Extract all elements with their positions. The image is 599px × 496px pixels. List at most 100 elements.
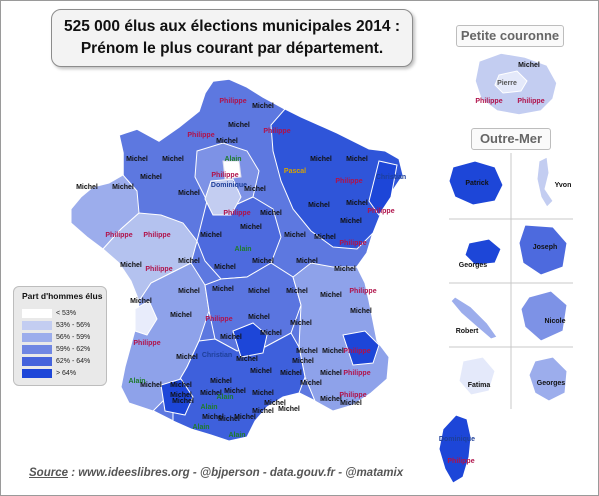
region-lyon <box>232 322 268 358</box>
petite-couronne-title: Petite couronne <box>456 25 564 47</box>
department-label: Philippe <box>339 392 366 399</box>
region-alps-dark <box>342 330 380 366</box>
department-label: Michel <box>334 266 356 273</box>
outre-mer-labels: Patrick Yvon Georges Joseph Robert Nicole Fati… <box>456 180 572 389</box>
department-label: Michel <box>120 262 142 269</box>
department-label: Michel <box>220 334 242 341</box>
department-label: Alain <box>228 432 245 439</box>
department-label: Pascal <box>284 168 306 175</box>
department-label: Alain <box>224 156 241 163</box>
legend-swatch <box>22 345 52 354</box>
department-label: Michel <box>178 288 200 295</box>
legend-label: > 64% <box>56 370 77 377</box>
department-label: Philippe <box>219 98 246 105</box>
source-line: Source : www.ideeslibres.org - @bjperson… <box>29 467 403 479</box>
department-label: Michel <box>346 156 368 163</box>
outre-mer-label: Fatima <box>468 382 491 389</box>
department-label: Alain <box>200 404 217 411</box>
department-label: Michel <box>340 218 362 225</box>
department-label: Philippe <box>105 232 132 239</box>
department-label: Michel <box>278 406 300 413</box>
department-label: Michel <box>76 184 98 191</box>
spm-shape <box>528 356 568 402</box>
region-southeast <box>292 262 390 412</box>
legend-label: 53% - 56% <box>56 322 91 329</box>
legend-item: > 64% <box>22 369 108 378</box>
petite-couronne-label: Philippe <box>475 98 502 105</box>
department-label: Dominique <box>211 182 247 189</box>
department-label: Philippe <box>339 240 366 247</box>
title-line-1: 525 000 élus aux élections municipales 2… <box>63 18 400 35</box>
corsica <box>438 414 472 484</box>
outre-mer-label: Yvon <box>555 182 572 189</box>
department-label: Michel <box>260 330 282 337</box>
department-label: Philippe <box>143 232 170 239</box>
department-label: Michel <box>252 258 274 265</box>
department-label: Michel <box>234 414 256 421</box>
department-label: Michel <box>286 288 308 295</box>
new-caledonia-shape <box>450 296 498 340</box>
region-pale-center <box>204 178 242 216</box>
department-label: Michel <box>212 286 234 293</box>
polynesia-shape <box>520 290 568 342</box>
legend-swatch <box>22 333 52 342</box>
outre-mer-label: Joseph <box>533 244 558 251</box>
department-label: Alain <box>234 246 251 253</box>
department-label: Michel <box>250 368 272 375</box>
outre-mer-label: Patrick <box>465 180 488 187</box>
department-label: Michel <box>170 392 192 399</box>
department-label: Philippe <box>367 208 394 215</box>
department-label: Michel <box>140 174 162 181</box>
outre-mer-label: Georges <box>459 262 488 269</box>
department-label: Michel <box>252 408 274 415</box>
region-west-white <box>134 300 158 336</box>
martinique-shape <box>536 156 554 208</box>
department-label: Michel <box>260 210 282 217</box>
outre-mer-title: Outre-Mer <box>471 128 551 150</box>
department-label: Philippe <box>205 316 232 323</box>
department-label: Michel <box>284 232 306 239</box>
mainland-france <box>70 78 404 442</box>
department-label: Michel <box>214 264 236 271</box>
legend-label: < 53% <box>56 310 77 317</box>
department-label: Philippe <box>145 266 172 273</box>
department-label: Michel <box>170 312 192 319</box>
department-label: Philippe <box>187 132 214 139</box>
legend-item: < 53% <box>22 309 108 318</box>
region-alsace <box>368 160 398 216</box>
department-label: Michel <box>248 288 270 295</box>
mayotte-shape <box>458 356 496 396</box>
department-label: Michel <box>340 400 362 407</box>
department-label: Michel <box>320 396 342 403</box>
department-label: Christian <box>202 352 232 359</box>
title-line-2: Prénom le plus courant par département. <box>80 40 384 57</box>
department-label: Michel <box>264 400 286 407</box>
region-south <box>172 332 306 442</box>
petite-couronne-paris <box>494 70 528 94</box>
department-label: Michel <box>320 292 342 299</box>
petite-couronne-label: Michel <box>518 62 540 69</box>
outre-mer-territories <box>448 156 568 402</box>
department-label: Michel <box>308 202 330 209</box>
legend: Part d'hommes élus < 53% 53% - 56% 56% - 5… <box>13 286 107 386</box>
guyane-shape <box>518 224 568 276</box>
legend-swatch <box>22 309 52 318</box>
department-label: Philippe <box>343 348 370 355</box>
department-label: Michel <box>178 190 200 197</box>
department-label: Michel <box>126 156 148 163</box>
department-label: Michel <box>310 156 332 163</box>
mainland-labels: PhilippeMichelPhilippePhilippeMichelMich… <box>76 98 475 465</box>
department-label: Michel <box>252 103 274 110</box>
department-label: Michel <box>296 348 318 355</box>
department-label: Michel <box>202 414 224 421</box>
reunion-shape <box>464 238 502 266</box>
legend-label: 56% - 59% <box>56 334 91 341</box>
department-label: Michel <box>296 258 318 265</box>
department-label: Philippe <box>447 458 474 465</box>
department-label: Michel <box>176 354 198 361</box>
legend-label: 59% - 62% <box>56 346 91 353</box>
department-label: Michel <box>130 298 152 305</box>
department-label: Michel <box>178 258 200 265</box>
